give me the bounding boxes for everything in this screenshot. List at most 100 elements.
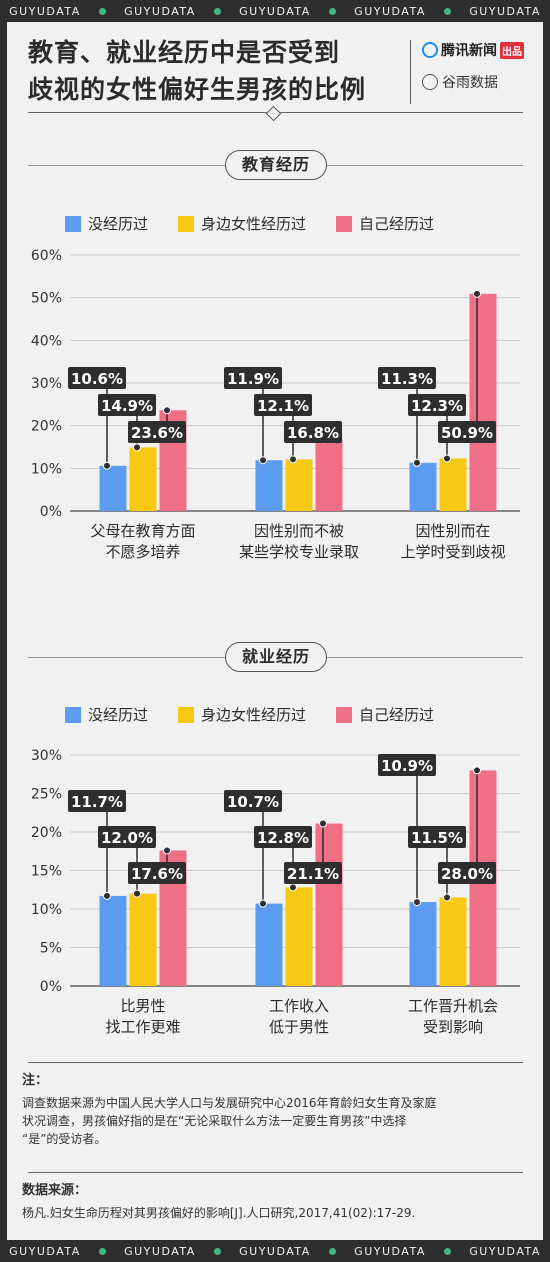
legend-swatch: [65, 215, 81, 232]
legend-swatch: [65, 706, 81, 723]
x-category-label: 比男性: [120, 997, 165, 1015]
data-label-box: [438, 421, 496, 443]
x-category-label: 低于男性: [269, 1018, 329, 1036]
label-anchor-dot: [103, 461, 111, 470]
y-tick-label: 40%: [31, 333, 62, 349]
legend-item: 身边女性经历过: [178, 213, 306, 234]
data-label: 12.1%: [257, 397, 309, 415]
data-label-box: [408, 826, 466, 848]
x-category-label: 受到影响: [423, 1018, 483, 1036]
data-label: 28.0%: [441, 865, 493, 883]
source-heading: 数据来源：: [22, 1183, 88, 1198]
data-label-box: [438, 862, 496, 884]
data-label: 10.9%: [381, 757, 433, 775]
legend-item: 自己经历过: [336, 704, 434, 725]
x-category-label: 因性别而在: [415, 522, 490, 540]
ticker-dot-icon: [329, 1247, 336, 1255]
brand2-text: 谷雨数据: [442, 75, 498, 91]
legend-label: 身边女性经历过: [201, 215, 307, 233]
y-tick-label: 10%: [31, 902, 62, 918]
note-text-line: 状况调查，男孩偏好指的是在“无论采取什么方法一定要生育男孩”中选择: [22, 1114, 407, 1128]
ticker-word: GUYUDATA: [354, 4, 426, 18]
section-title: 教育经历: [225, 150, 327, 180]
ticker-dot-icon: [98, 7, 106, 15]
bottom-ticker-band: GUYUDATA GUYUDATA GUYUDATA GUYUDATA GUYUDATA: [0, 1240, 550, 1262]
ticker-dot-icon: [329, 7, 336, 15]
infographic-panel: [7, 22, 543, 1240]
bar: [129, 893, 157, 986]
ticker-dot-icon: [98, 1247, 106, 1255]
legend-label: 没经历过: [88, 706, 149, 724]
source-text: 杨凡.妇女生命历程对其男孩偏好的影响[J].人口研究,2017,41(02):1…: [22, 1206, 416, 1220]
data-label-box: [378, 754, 436, 776]
bar: [439, 897, 467, 986]
data-label-box: [378, 367, 436, 389]
y-tick-label: 60%: [31, 248, 62, 264]
y-tick-label: 20%: [31, 825, 62, 841]
y-tick-label: 15%: [31, 864, 62, 880]
data-label: 12.3%: [411, 397, 463, 415]
legend-label: 没经历过: [88, 215, 149, 233]
notes-block: 注： 调查数据来源为中国人民大学人口与发展研究中心2016年育龄妇女生育及家庭 …: [22, 1072, 437, 1148]
data-label: 11.9%: [227, 370, 279, 388]
legend-swatch: [336, 215, 353, 232]
label-anchor-dot: [289, 883, 297, 892]
ticker-word: GUYUDATA: [239, 4, 311, 18]
data-label: 11.5%: [411, 829, 463, 847]
bar: [285, 887, 313, 986]
ticker-dot-icon: [444, 7, 452, 15]
y-tick-label: 30%: [31, 748, 62, 764]
x-category-label: 父母在教育方面: [90, 522, 195, 540]
legend-label: 自己经历过: [359, 706, 435, 724]
bar: [409, 462, 437, 511]
ticker-dot-icon: [444, 1247, 452, 1255]
label-anchor-dot: [473, 289, 481, 298]
section-education-header: 教育经历: [28, 150, 523, 180]
label-anchor-dot: [413, 898, 421, 907]
guyu-leaf-icon: [422, 74, 438, 90]
bar: [315, 823, 343, 986]
data-label-box: [284, 862, 342, 884]
x-category-label: 上学时受到歧视: [400, 543, 505, 561]
label-anchor-dot: [259, 456, 267, 465]
label-anchor-dot: [133, 443, 141, 452]
y-tick-label: 20%: [31, 419, 62, 435]
legend-label: 身边女性经历过: [201, 706, 307, 724]
data-label: 11.7%: [71, 793, 123, 811]
bar: [99, 895, 127, 986]
tencent-news-logo: 腾讯新闻 出品: [422, 40, 524, 60]
data-label: 16.8%: [287, 424, 339, 442]
data-label-box: [224, 367, 282, 389]
ticker-word: GUYUDATA: [124, 1244, 196, 1258]
data-label: 14.9%: [101, 397, 153, 415]
label-anchor-dot: [473, 766, 481, 775]
bar: [439, 458, 467, 511]
legend-swatch: [178, 706, 195, 723]
label-anchor-dot: [103, 891, 111, 900]
ticker-word: GUYUDATA: [124, 4, 196, 18]
x-category-label: 找工作更难: [105, 1018, 180, 1036]
label-anchor-dot: [259, 899, 267, 908]
label-anchor-dot: [163, 406, 171, 415]
data-label-box: [98, 394, 156, 416]
data-label-box: [254, 394, 312, 416]
legend-employment: 没经历过 身边女性经历过 自己经历过: [65, 704, 434, 725]
notes-separator: [28, 1062, 523, 1063]
legend-label: 自己经历过: [359, 215, 435, 233]
bar: [285, 459, 313, 511]
y-tick-label: 50%: [31, 291, 62, 307]
legend-swatch: [178, 215, 195, 232]
bar: [255, 903, 283, 986]
data-label: 11.3%: [381, 370, 433, 388]
note-heading: 注：: [22, 1073, 49, 1088]
employment-bar-chart: 0% 5% 10% 15% 20% 25% 30% 11.7% 12.0% 17.6% 比男性找工作…: [31, 748, 520, 1036]
data-label-box: [408, 394, 466, 416]
ticker-dot-icon: [213, 1247, 221, 1255]
brand1-text: 腾讯新闻: [441, 43, 497, 59]
y-tick-label: 5%: [40, 941, 62, 957]
y-tick-label: 0%: [40, 979, 62, 995]
note-text-line: 调查数据来源为中国人民大学人口与发展研究中心2016年育龄妇女生育及家庭: [22, 1096, 437, 1110]
data-label: 10.7%: [227, 793, 279, 811]
legend-item: 自己经历过: [336, 213, 434, 234]
section-employment-header: 就业经历: [28, 642, 523, 672]
